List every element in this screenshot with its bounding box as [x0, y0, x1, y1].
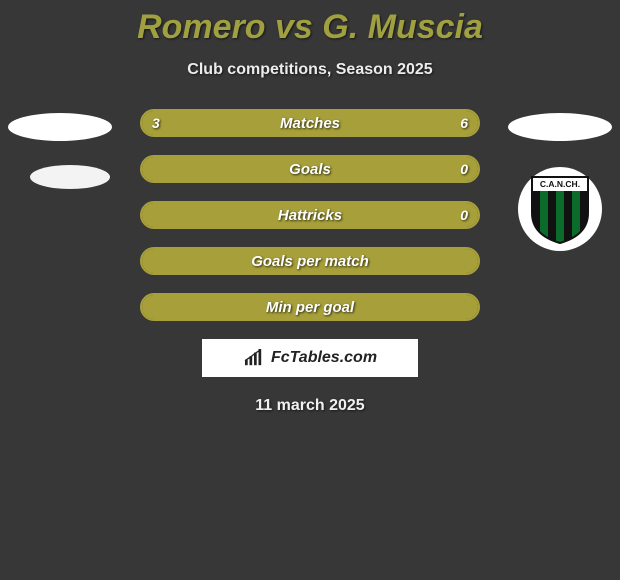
- crest-text: C.A.N.CH.: [540, 179, 580, 189]
- bar-fill-left: [142, 203, 478, 227]
- brand-box: FcTables.com: [202, 339, 418, 377]
- stat-bar: 36Matches: [140, 109, 480, 137]
- stat-bars: 36Matches0Goals0HattricksGoals per match…: [140, 109, 480, 321]
- player-right-badge-1: [508, 113, 612, 141]
- bar-value-left: 3: [152, 111, 160, 135]
- page-subtitle: Club competitions, Season 2025: [0, 61, 620, 79]
- stat-bar: Goals per match: [140, 247, 480, 275]
- club-crest-badge: C.A.N.CH.: [518, 167, 602, 251]
- player-left-badge-1: [8, 113, 112, 141]
- bar-value-right: 0: [460, 203, 468, 227]
- bar-value-right: 6: [460, 111, 468, 135]
- stat-bar: Min per goal: [140, 293, 480, 321]
- chart-icon: [243, 349, 265, 367]
- bar-fill-left: [142, 295, 478, 319]
- date-text: 11 march 2025: [0, 397, 620, 415]
- comparison-panel: C.A.N.CH. 36Matches0Goals0HattricksGoals…: [0, 109, 620, 415]
- bar-fill-left: [142, 249, 478, 273]
- brand-text: FcTables.com: [271, 349, 377, 367]
- bar-fill-left: [142, 157, 478, 181]
- bar-fill-right: [253, 111, 478, 135]
- bar-value-right: 0: [460, 157, 468, 181]
- page-title: Romero vs G. Muscia: [0, 0, 620, 47]
- player-left-badge-2: [30, 165, 110, 189]
- club-crest-icon: C.A.N.CH.: [528, 173, 592, 245]
- stat-bar: 0Hattricks: [140, 201, 480, 229]
- stat-bar: 0Goals: [140, 155, 480, 183]
